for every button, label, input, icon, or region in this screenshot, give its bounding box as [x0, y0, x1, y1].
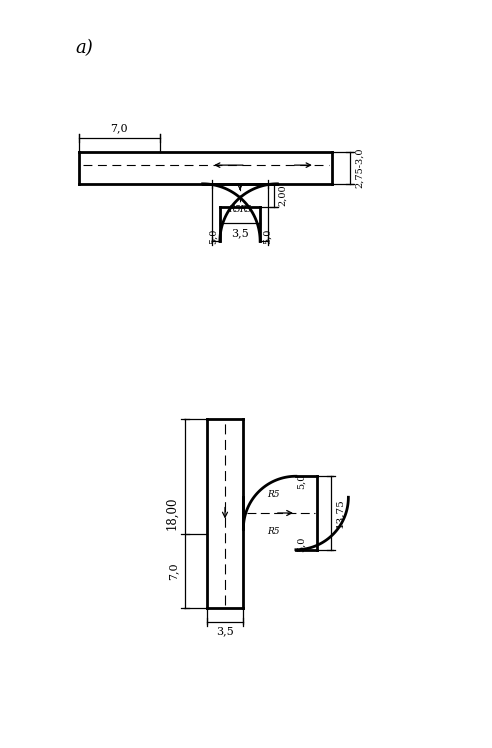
- Text: 18,00: 18,00: [166, 496, 179, 530]
- Text: R5: R5: [240, 205, 252, 214]
- Text: 7,0: 7,0: [110, 123, 128, 133]
- Text: 2,00: 2,00: [278, 185, 287, 206]
- Text: R5: R5: [268, 527, 280, 536]
- Text: а): а): [75, 39, 93, 57]
- Text: 3,5: 3,5: [216, 627, 234, 637]
- Text: 3,5: 3,5: [231, 228, 249, 238]
- Text: 7,0: 7,0: [169, 562, 179, 580]
- Text: R5: R5: [228, 205, 241, 214]
- Text: R5: R5: [268, 490, 280, 499]
- Text: 2,75-3,0: 2,75-3,0: [355, 148, 364, 188]
- Text: 5,0: 5,0: [297, 474, 306, 489]
- Text: 13,75: 13,75: [336, 498, 345, 528]
- Text: 5,0: 5,0: [297, 536, 306, 552]
- Text: 5,0: 5,0: [262, 229, 272, 245]
- Text: 5,0: 5,0: [209, 229, 217, 245]
